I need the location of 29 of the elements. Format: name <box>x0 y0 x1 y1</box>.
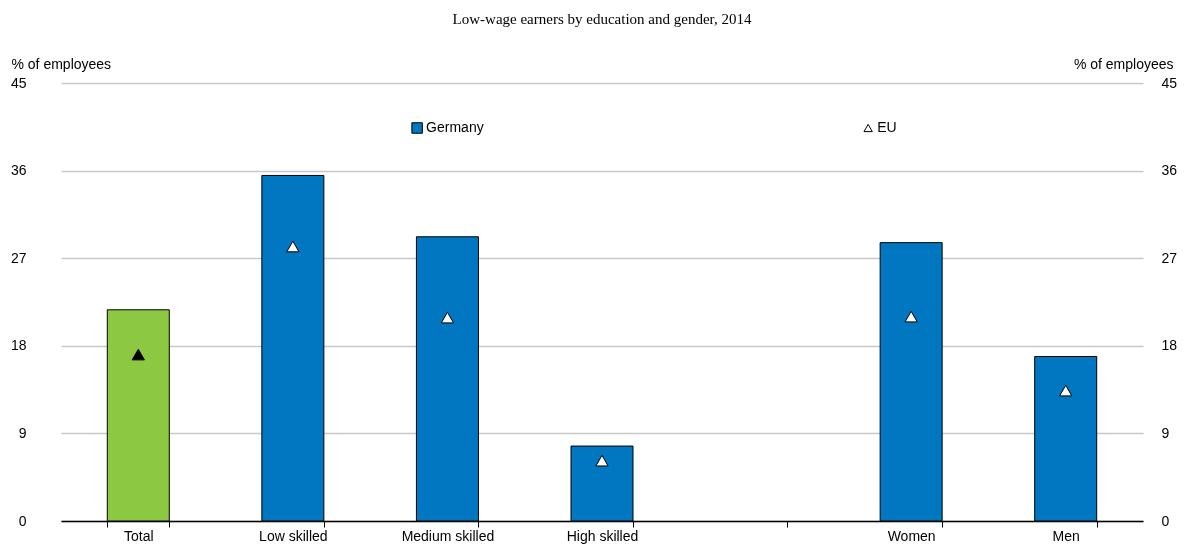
y2-tick-label: 0 <box>1161 512 1170 529</box>
y-tick-label: 0 <box>18 512 27 529</box>
legend-label: Germany <box>426 119 484 135</box>
y2-tick-label: 18 <box>1161 337 1178 354</box>
x-tick-label: Men <box>1052 527 1080 544</box>
chart-title: Low-wage earners by education and gender, 2014 <box>452 11 752 27</box>
y-tick-label: 45 <box>10 74 27 91</box>
point <box>131 348 145 361</box>
x-tick-label: Medium skilled <box>401 527 495 544</box>
x-tick-label: Total <box>124 527 154 544</box>
point <box>595 454 609 467</box>
point <box>1059 384 1073 397</box>
x-tick-label: Low skilled <box>259 527 328 544</box>
y-tick-label: 18 <box>10 337 27 354</box>
legend-label: EU <box>877 119 897 135</box>
point <box>904 310 918 323</box>
y-axis-title: % of employees <box>11 55 112 72</box>
point <box>286 240 300 253</box>
y2-tick-label: 45 <box>1161 74 1178 91</box>
y2-tick-label: 27 <box>1161 249 1178 266</box>
y-tick-label: 9 <box>18 424 27 441</box>
y-tick-label: 27 <box>10 249 27 266</box>
y2-axis-title: % of employees <box>1073 55 1174 72</box>
x-tick-label: High skilled <box>566 527 639 544</box>
x-tick-label: Women <box>887 527 936 544</box>
y2-tick-label: 36 <box>1161 162 1178 179</box>
y2-tick-label: 9 <box>1161 424 1170 441</box>
y-tick-label: 36 <box>10 162 27 179</box>
point <box>440 311 455 324</box>
